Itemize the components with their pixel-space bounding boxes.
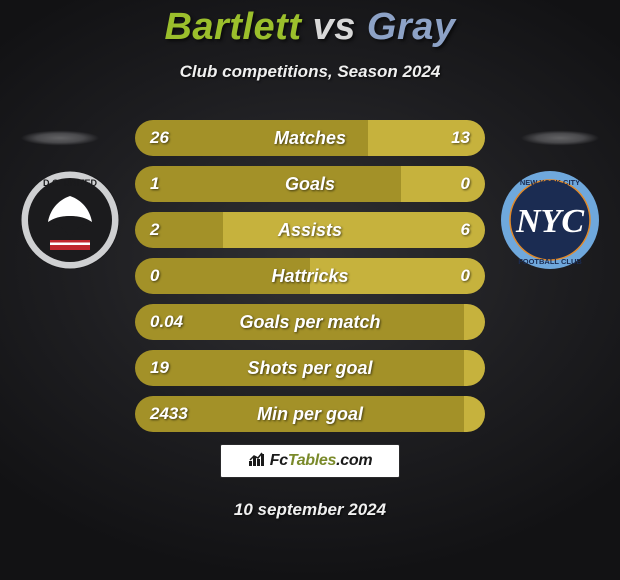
branding-fc: Fc bbox=[270, 452, 288, 469]
svg-text:FOOTBALL CLUB: FOOTBALL CLUB bbox=[518, 257, 582, 266]
stat-bar-right bbox=[310, 258, 485, 294]
stat-bar-right bbox=[464, 304, 485, 340]
stat-bar-left bbox=[135, 120, 368, 156]
comparison-infographic: Bartlett vs Gray Club competitions, Seas… bbox=[0, 0, 620, 580]
stat-value-right: 13 bbox=[451, 120, 470, 156]
stat-bar-left bbox=[135, 258, 310, 294]
title-player2: Gray bbox=[367, 6, 456, 48]
svg-text:NEW YORK CITY: NEW YORK CITY bbox=[520, 178, 580, 187]
chart-icon bbox=[248, 451, 266, 472]
branding-box: FcTables.com bbox=[220, 444, 400, 478]
stat-value-right: 0 bbox=[461, 258, 470, 294]
stat-value-left: 2433 bbox=[150, 396, 188, 432]
stat-row: Goals per match0.04 bbox=[135, 304, 485, 340]
stat-bar-left bbox=[135, 166, 401, 202]
stat-value-left: 26 bbox=[150, 120, 169, 156]
stat-row: Shots per goal19 bbox=[135, 350, 485, 386]
stat-bar-right bbox=[464, 396, 485, 432]
branding-text: FcTables.com bbox=[270, 452, 373, 470]
stat-value-left: 0.04 bbox=[150, 304, 183, 340]
subtitle: Club competitions, Season 2024 bbox=[0, 62, 620, 82]
stat-value-left: 2 bbox=[150, 212, 159, 248]
stat-row: Assists26 bbox=[135, 212, 485, 248]
stat-row: Min per goal2433 bbox=[135, 396, 485, 432]
svg-text:D.C. UNITED: D.C. UNITED bbox=[43, 178, 98, 188]
title-player1: Bartlett bbox=[164, 6, 301, 48]
stat-bar-right bbox=[223, 212, 485, 248]
stats-panel: Matches2613Goals10Assists26Hattricks00Go… bbox=[135, 120, 485, 442]
stat-value-left: 1 bbox=[150, 166, 159, 202]
stat-row: Goals10 bbox=[135, 166, 485, 202]
team-badge-right: NEW YORK CITY FOOTBALL CLUB NYC bbox=[500, 170, 600, 270]
title: Bartlett vs Gray bbox=[0, 6, 620, 49]
branding-com: .com bbox=[336, 452, 372, 469]
branding-tables: Tables bbox=[288, 452, 336, 469]
stat-bar-left bbox=[135, 350, 464, 386]
team-badge-left: D.C. UNITED bbox=[20, 170, 120, 270]
stat-value-right: 6 bbox=[461, 212, 470, 248]
stat-value-left: 19 bbox=[150, 350, 169, 386]
stat-bar-left bbox=[135, 304, 464, 340]
stat-value-left: 0 bbox=[150, 258, 159, 294]
stat-bar-right bbox=[401, 166, 485, 202]
stat-row: Matches2613 bbox=[135, 120, 485, 156]
stat-bar-right bbox=[464, 350, 485, 386]
date: 10 september 2024 bbox=[0, 500, 620, 520]
player-shadow-right bbox=[508, 128, 612, 148]
stat-row: Hattricks00 bbox=[135, 258, 485, 294]
svg-text:NYC: NYC bbox=[515, 203, 584, 240]
player-shadow-left bbox=[8, 128, 112, 148]
title-vs: vs bbox=[313, 6, 356, 48]
stat-bar-left bbox=[135, 212, 223, 248]
stat-value-right: 0 bbox=[461, 166, 470, 202]
